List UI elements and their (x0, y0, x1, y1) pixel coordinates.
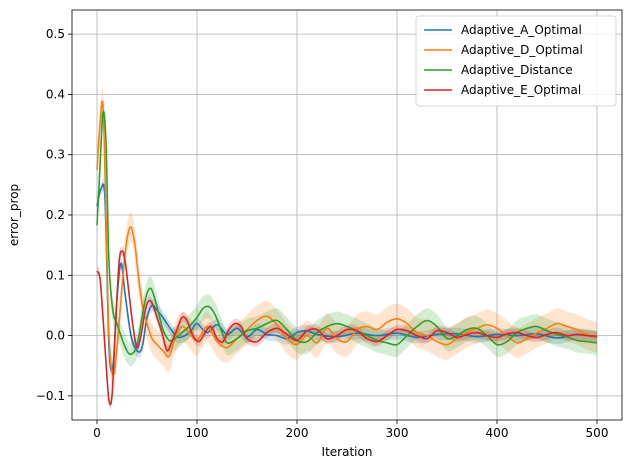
y-axis-label: error_prop (7, 184, 21, 246)
y-tick-label: 0.1 (46, 268, 65, 282)
legend-entry: Adaptive_Distance (461, 63, 573, 77)
y-tick-label: 0.2 (46, 208, 65, 222)
x-tick-label: 100 (186, 426, 209, 440)
x-tick-label: 0 (93, 426, 101, 440)
y-tick-label: 0.5 (46, 27, 65, 41)
x-tick-label: 500 (586, 426, 609, 440)
x-axis-label: Iteration (322, 445, 373, 459)
series-band-Adaptive_E_Optimal (97, 246, 597, 410)
y-tick-label: −0.1 (36, 389, 65, 403)
legend: Adaptive_A_Optimal Adaptive_D_Optimal Adap… (415, 15, 617, 107)
legend-entry: Adaptive_E_Optimal (461, 83, 581, 97)
legend-entry: Adaptive_D_Optimal (461, 43, 583, 57)
y-axis-ticks: −0.1 0.0 0.1 0.2 0.3 0.4 0.5 (36, 27, 72, 403)
legend-entry: Adaptive_A_Optimal (461, 23, 582, 37)
series-line-Adaptive_A_Optimal (96, 183, 598, 372)
series-lines (96, 100, 598, 406)
series-line-Adaptive_Distance (96, 110, 598, 356)
y-tick-label: 0.3 (46, 148, 65, 162)
legend-box (415, 15, 617, 107)
x-tick-label: 300 (386, 426, 409, 440)
x-tick-label: 200 (286, 426, 309, 440)
x-tick-label: 400 (486, 426, 509, 440)
grid-lines (72, 10, 622, 420)
x-axis-ticks: 0 100 200 300 400 500 (93, 420, 608, 440)
series-line-Adaptive_E_Optimal (96, 250, 598, 406)
y-tick-label: 0.4 (46, 87, 65, 101)
y-tick-label: 0.0 (46, 329, 65, 343)
series-band-Adaptive_Distance (97, 99, 597, 367)
series-band-Adaptive_A_Optimal (97, 178, 597, 377)
series-line-Adaptive_D_Optimal (96, 100, 598, 376)
